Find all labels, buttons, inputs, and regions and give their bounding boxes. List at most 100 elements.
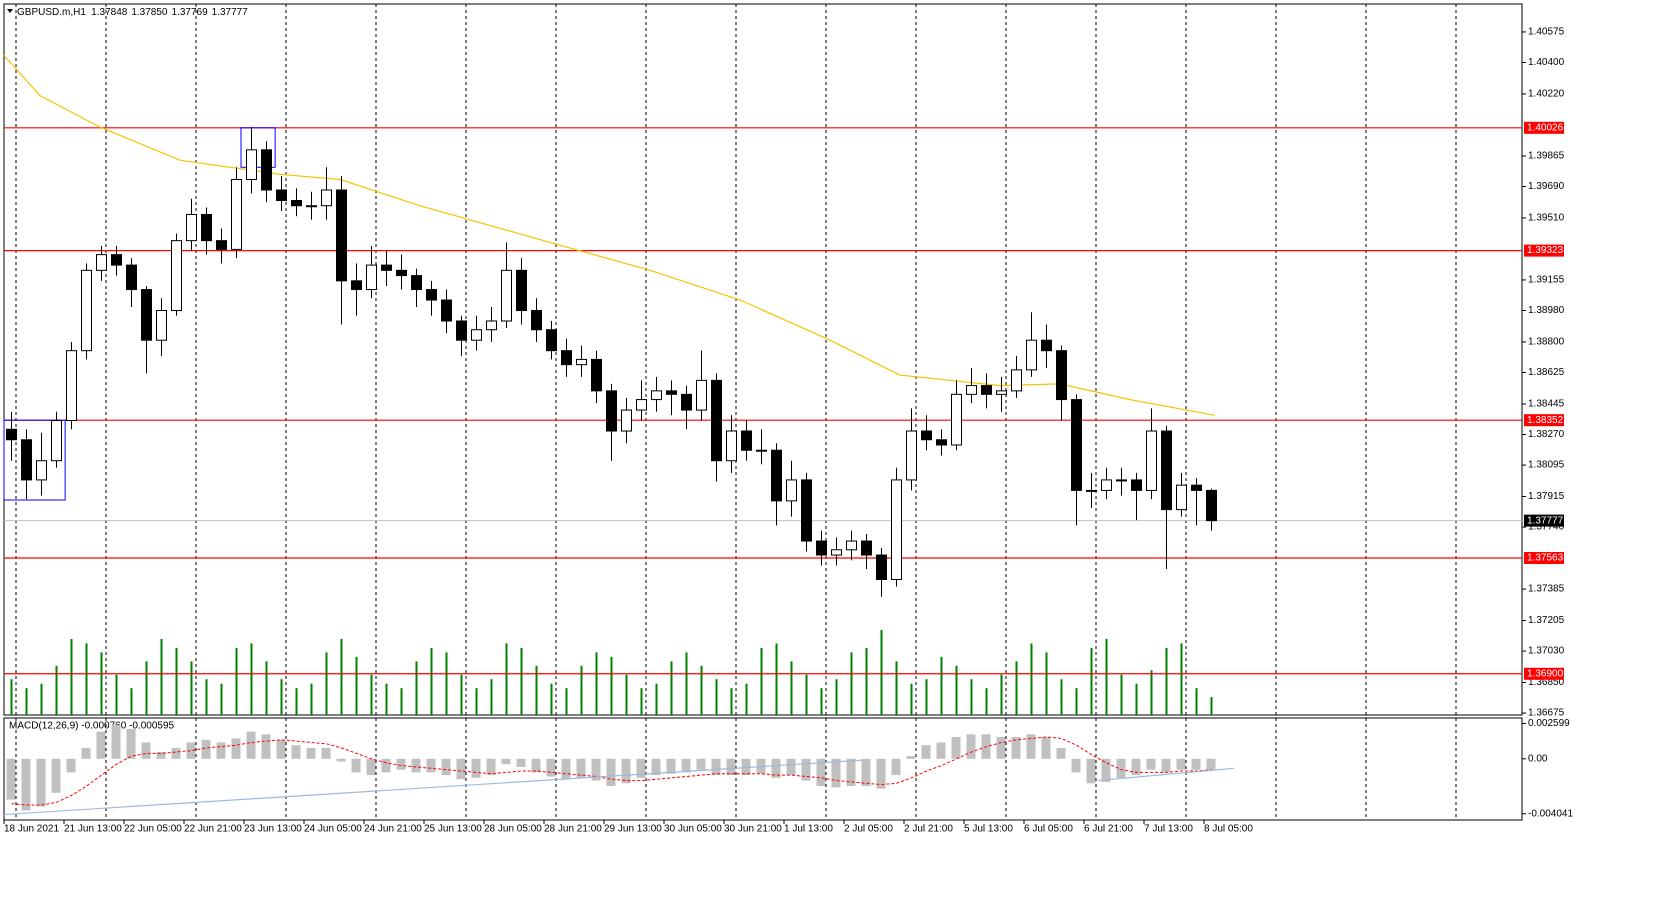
volume-bar (190, 661, 193, 715)
macd-bar (501, 758, 511, 765)
volume-bar (805, 674, 808, 715)
y-tick-label: 1.38625 (1528, 367, 1565, 378)
volume-bar (850, 652, 853, 715)
volume-bar (415, 661, 418, 715)
candle-body (396, 269, 407, 277)
y-tick-label: 1.39690 (1528, 181, 1565, 192)
x-tick-label: 2 Jul 05:00 (844, 824, 893, 835)
volume-bar (535, 665, 538, 715)
y-tick-label: 1.37385 (1528, 584, 1565, 595)
candle-body (1176, 484, 1187, 511)
candle-body (636, 399, 647, 411)
y-tick-label: 1.37205 (1528, 615, 1565, 626)
macd-bar (576, 758, 586, 778)
volume-bar (115, 674, 118, 715)
macd-bar (801, 758, 811, 781)
macd-bar (621, 758, 631, 784)
candle-body (606, 390, 617, 432)
y-tick-label: 1.37740 (1528, 522, 1565, 533)
candle-body (291, 199, 302, 207)
price-pane (3, 3, 1523, 716)
macd-header: MACD(12,26,9) -0.000760 -0.000595 (9, 721, 175, 732)
macd-bar (726, 758, 736, 776)
candle-body (171, 240, 182, 312)
candle-body (141, 289, 152, 341)
volume-bar (1075, 688, 1078, 715)
volume-bar (1120, 674, 1123, 715)
volume-bar (475, 688, 478, 715)
macd-bar (336, 758, 346, 762)
x-tick-label: 30 Jun 21:00 (724, 824, 782, 835)
macd-bar (1146, 758, 1156, 770)
candle-body (891, 479, 902, 580)
volume-bar (1135, 683, 1138, 715)
candle-body (921, 430, 932, 441)
volume-bar (910, 683, 913, 715)
level-label-box (1524, 551, 1564, 564)
menu-arrow[interactable] (7, 9, 13, 13)
x-tick-label: 30 Jun 05:00 (664, 824, 722, 835)
volume-bar (1210, 697, 1213, 715)
macd-bar (441, 758, 451, 776)
y-tick-label: 1.36675 (1528, 708, 1565, 719)
volume-bar (1000, 674, 1003, 715)
volume-bar (490, 679, 493, 715)
volume-bar (295, 688, 298, 715)
level-label-box (1524, 414, 1564, 427)
volume-bar (550, 683, 553, 715)
volume-bar (505, 643, 508, 715)
volume-bar (1150, 670, 1153, 715)
candle-body (336, 189, 347, 282)
macd-bar (1101, 758, 1111, 782)
macd-bar (66, 758, 76, 773)
macd-bar (36, 758, 46, 807)
x-tick-label: 24 Jun 21:00 (364, 824, 422, 835)
last-price-box (1524, 514, 1564, 527)
volume-bar (70, 638, 73, 715)
candle-body (1131, 479, 1142, 491)
macd-bar (261, 734, 271, 759)
x-tick-label: 28 Jun 05:00 (484, 824, 542, 835)
macd-bar (411, 758, 421, 773)
macd-bar (921, 745, 931, 759)
candle-body (351, 280, 362, 291)
candle-body (111, 254, 122, 266)
candle-body (741, 430, 752, 451)
y-tick-label: 1.38800 (1528, 337, 1565, 348)
macd-bar (846, 758, 856, 786)
level-label: 1.39323 (1527, 245, 1564, 256)
candle-body (501, 269, 512, 322)
candle-body (36, 460, 47, 481)
macd-bar (1206, 758, 1216, 770)
candle-body (1146, 430, 1157, 491)
level-label: 1.37563 (1527, 553, 1564, 564)
macd-bar (1011, 737, 1021, 759)
quote-open: 1.37848 (91, 7, 128, 18)
macd-bar (531, 758, 541, 773)
macd-bar (156, 752, 166, 759)
volume-bar (310, 683, 313, 715)
y-tick-label: 1.37030 (1528, 646, 1565, 657)
macd-bar (6, 758, 16, 800)
macd-bar (471, 758, 481, 778)
x-tick-label: 22 Jun 05:00 (124, 824, 182, 835)
candle-body (1071, 399, 1082, 491)
level-label: 1.40026 (1527, 122, 1564, 133)
macd-bar (426, 758, 436, 773)
volume-bar (40, 683, 43, 715)
candle-body (801, 479, 812, 542)
volume-bar (610, 656, 613, 715)
candle-body (411, 275, 422, 291)
candle-body (786, 479, 797, 502)
level-label-box (1524, 121, 1564, 134)
x-tick-label: 6 Jul 05:00 (1024, 824, 1073, 835)
y-tick-label: 1.38095 (1528, 460, 1565, 471)
macd-bar (681, 758, 691, 773)
macd-bar (96, 731, 106, 759)
candle-body (666, 390, 677, 395)
macd-bar (351, 758, 361, 773)
volume-bar (925, 679, 928, 715)
candle-body (381, 264, 392, 271)
macd-bar (651, 758, 661, 776)
macd-bar (906, 756, 916, 759)
